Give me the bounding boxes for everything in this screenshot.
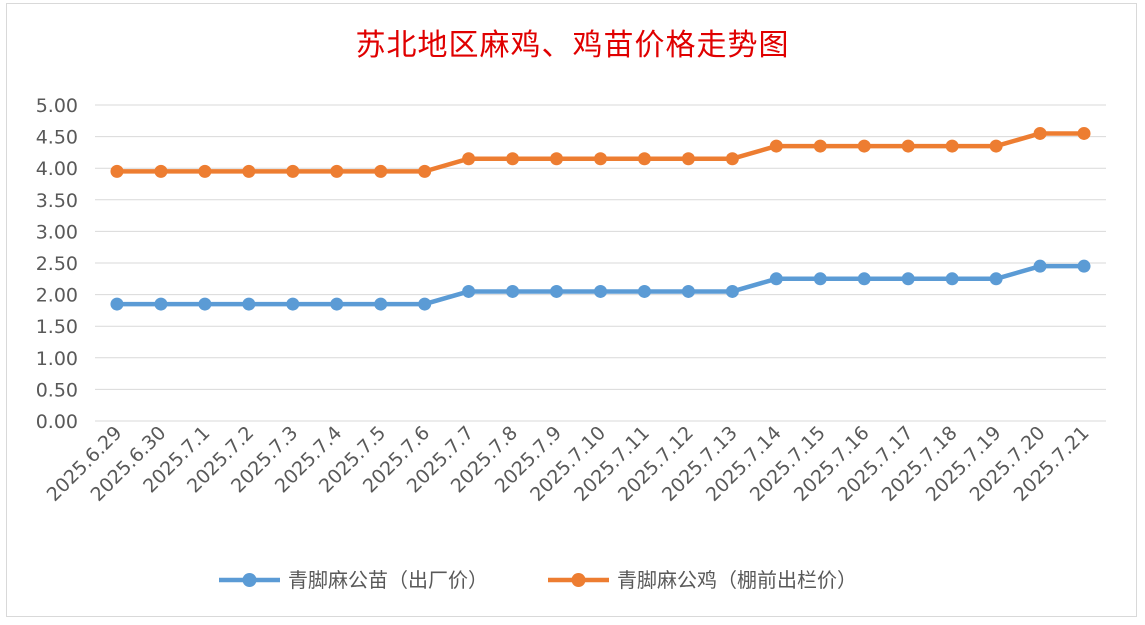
legend-marker	[242, 573, 257, 587]
y-tick-label: 4.50	[36, 127, 78, 149]
data-point	[550, 152, 564, 166]
data-point	[330, 297, 344, 311]
data-point	[374, 297, 388, 311]
data-point	[901, 139, 915, 153]
data-point	[637, 152, 651, 166]
data-point	[110, 297, 124, 311]
y-tick-label: 2.00	[36, 285, 78, 307]
data-point	[198, 297, 212, 311]
data-point	[154, 164, 168, 178]
y-tick-label: 4.00	[36, 158, 78, 180]
data-point	[769, 139, 783, 153]
chart-title: 苏北地区麻鸡、鸡苗价格走势图	[355, 28, 790, 63]
data-point	[110, 164, 124, 178]
data-point	[418, 297, 432, 311]
data-point	[769, 272, 783, 286]
data-point	[989, 272, 1003, 286]
data-point	[945, 139, 959, 153]
y-tick-label: 3.00	[36, 221, 78, 243]
data-point	[374, 164, 388, 178]
data-point	[813, 272, 827, 286]
data-point	[550, 284, 564, 298]
data-point	[594, 152, 607, 166]
data-point	[330, 164, 344, 178]
data-point	[1077, 126, 1091, 140]
data-point	[154, 297, 168, 311]
data-point	[857, 139, 871, 153]
y-tick-label: 1.00	[36, 348, 78, 370]
data-point	[286, 297, 300, 311]
data-point	[1077, 259, 1091, 273]
data-point	[725, 152, 739, 166]
data-point	[681, 284, 695, 298]
legend-label: 青脚麻公苗（出厂价）	[288, 568, 488, 592]
data-point	[1033, 126, 1047, 140]
data-point	[857, 272, 871, 286]
y-tick-label: 2.50	[36, 253, 78, 275]
data-point	[901, 272, 915, 286]
y-tick-label: 1.50	[36, 316, 78, 338]
data-point	[681, 152, 695, 166]
data-point	[462, 152, 476, 166]
y-tick-label: 0.00	[36, 411, 78, 433]
data-point	[418, 164, 432, 178]
y-tick-label: 0.50	[36, 379, 78, 401]
data-point	[989, 139, 1003, 153]
data-point	[1033, 259, 1047, 273]
data-point	[286, 164, 300, 178]
data-point	[725, 284, 739, 298]
data-point	[242, 164, 256, 178]
data-point	[242, 297, 256, 311]
legend-label: 青脚麻公鸡（棚前出栏价）	[617, 568, 857, 592]
data-point	[945, 272, 959, 286]
y-tick-label: 3.50	[36, 190, 78, 212]
data-point	[506, 152, 520, 166]
data-point	[637, 284, 651, 298]
data-point	[198, 164, 212, 178]
data-point	[506, 284, 520, 298]
data-point	[462, 284, 476, 298]
legend-marker	[571, 573, 586, 587]
data-point	[813, 139, 827, 153]
y-tick-label: 5.00	[36, 95, 78, 117]
data-point	[594, 284, 607, 298]
